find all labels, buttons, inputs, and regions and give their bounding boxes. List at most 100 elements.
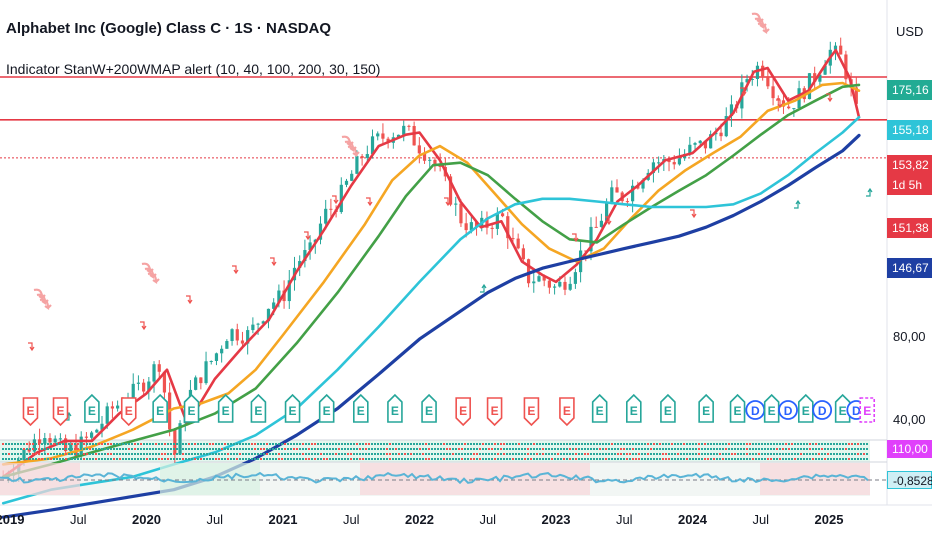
earnings-marker[interactable]: E: [698, 393, 714, 423]
earnings-marker[interactable]: E: [120, 397, 137, 427]
volume-dot: [494, 453, 496, 455]
volume-dot: [683, 458, 685, 460]
earnings-marker[interactable]: E: [318, 393, 335, 423]
volume-dot: [767, 443, 769, 445]
earnings-marker[interactable]: E: [353, 393, 369, 423]
earnings-marker[interactable]: E: [183, 393, 200, 423]
candle-body: [339, 184, 343, 213]
volume-dot: [665, 458, 667, 460]
earnings-marker[interactable]: E: [729, 393, 746, 423]
volume-dot: [65, 448, 67, 450]
volume-dot: [50, 458, 52, 460]
volume-dot: [344, 443, 346, 445]
volume-dot: [209, 453, 211, 455]
volume-dot: [395, 453, 397, 455]
earnings-marker[interactable]: E: [152, 393, 168, 423]
volume-dot: [170, 443, 172, 445]
volume-dot: [389, 448, 391, 450]
volume-dot: [689, 448, 691, 450]
oscillator-band: [160, 463, 260, 495]
volume-dot: [815, 443, 817, 445]
price-tag-ma200: 155,18: [887, 120, 932, 140]
volume-dot: [440, 453, 442, 455]
volume-dot: [671, 443, 673, 445]
volume-dot: [227, 458, 229, 460]
volume-dot: [803, 458, 805, 460]
candle-body: [220, 348, 224, 354]
volume-dot: [98, 443, 100, 445]
earnings-marker[interactable]: E: [421, 393, 437, 423]
earnings-marker[interactable]: E: [763, 393, 780, 423]
volume-dot: [122, 443, 124, 445]
volume-dot: [425, 443, 427, 445]
volume-dot: [332, 443, 334, 445]
earnings-marker[interactable]: E: [559, 397, 575, 427]
earnings-marker[interactable]: E: [284, 393, 301, 423]
volume-dot: [407, 448, 409, 450]
up-arrow-icon: [866, 187, 873, 197]
volume-dot: [839, 443, 841, 445]
volume-dot: [197, 443, 199, 445]
volume-dot: [686, 453, 688, 455]
volume-dot: [809, 453, 811, 455]
currency-label[interactable]: USD: [896, 24, 924, 39]
earnings-marker[interactable]: E: [22, 397, 39, 427]
volume-dot: [428, 458, 430, 460]
candle-body: [142, 382, 146, 392]
volume-dot: [422, 443, 424, 445]
volume-dot: [653, 443, 655, 445]
earnings-marker[interactable]: E: [455, 397, 471, 427]
earnings-marker[interactable]: E: [52, 397, 69, 427]
dividend-marker[interactable]: D: [812, 400, 833, 420]
earnings-marker[interactable]: E: [660, 393, 676, 423]
dividend-marker[interactable]: D: [778, 400, 798, 420]
volume-dot: [695, 458, 697, 460]
earnings-marker[interactable]: E: [859, 397, 876, 423]
earnings-marker[interactable]: E: [84, 393, 100, 423]
volume-dot: [398, 443, 400, 445]
earnings-up-badge: [591, 393, 608, 423]
candle-body: [230, 329, 234, 342]
volume-dot: [746, 453, 748, 455]
volume-dot: [5, 448, 7, 450]
volume-dot: [800, 453, 802, 455]
volume-dot: [122, 458, 124, 460]
volume-dot: [569, 448, 571, 450]
earnings-marker[interactable]: E: [523, 397, 540, 427]
earnings-marker[interactable]: E: [626, 393, 642, 423]
volume-dot: [182, 448, 184, 450]
volume-dot: [155, 443, 157, 445]
candle-body: [350, 173, 354, 181]
volume-dot: [35, 448, 37, 450]
earnings-marker[interactable]: E: [387, 393, 403, 423]
earnings-marker[interactable]: E: [591, 393, 608, 423]
volume-dot: [719, 453, 721, 455]
volume-dot: [425, 448, 427, 450]
dividend-marker[interactable]: D: [745, 400, 766, 420]
volume-dot: [77, 458, 79, 460]
volume-dot: [500, 453, 502, 455]
earnings-marker[interactable]: E: [217, 393, 234, 423]
volume-dot: [278, 448, 280, 450]
earnings-down-badge: [486, 397, 503, 427]
marker-letter: D: [818, 404, 827, 418]
volume-dot: [824, 458, 826, 460]
volume-dot: [704, 458, 706, 460]
volume-dot: [380, 453, 382, 455]
volume-dot: [545, 458, 547, 460]
earnings-marker[interactable]: E: [797, 393, 814, 423]
volume-dot: [548, 458, 550, 460]
volume-dot: [305, 453, 307, 455]
indicator-legend[interactable]: Indicator StanW+200WMAP alert (10, 40, 1…: [6, 61, 381, 77]
volume-dot: [758, 453, 760, 455]
earnings-up-badge: [152, 393, 168, 423]
earnings-marker[interactable]: E: [250, 393, 267, 423]
volume-dot: [575, 458, 577, 460]
candle-body: [131, 383, 135, 402]
volume-dot: [806, 448, 808, 450]
volume-dot: [704, 453, 706, 455]
earnings-marker[interactable]: E: [486, 397, 503, 427]
sell-signal-icon: [757, 22, 770, 35]
